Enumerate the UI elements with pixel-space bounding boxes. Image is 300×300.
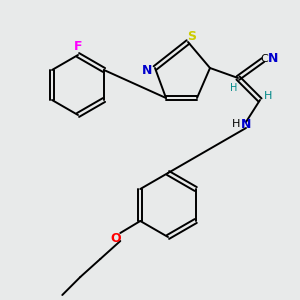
Text: S: S — [188, 29, 196, 43]
Text: H: H — [232, 119, 240, 129]
Text: O: O — [110, 232, 121, 244]
Text: N: N — [268, 52, 278, 65]
Text: H: H — [230, 83, 238, 93]
Text: N: N — [142, 64, 152, 76]
Text: N: N — [241, 118, 251, 130]
Text: C: C — [260, 54, 268, 64]
Text: H: H — [264, 91, 272, 101]
Text: F: F — [74, 40, 82, 53]
